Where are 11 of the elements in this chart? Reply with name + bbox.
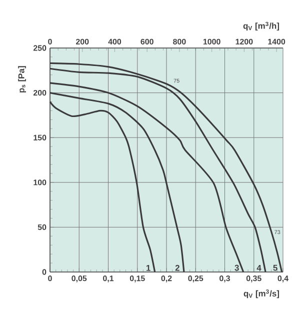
y-axis-title: p$_{s}$ [Pa] [18,66,26,92]
series-label: 5 [273,264,278,271]
line-series [49,100,156,273]
series-label: 2 [175,264,180,271]
series-label: 1 [146,264,150,271]
series-label: 4 [256,264,262,271]
line-series [49,82,244,273]
series-label: 3 [234,264,239,271]
line-series [49,92,185,273]
x-axis-title: q$_{V}$ [m$^{3}$/s] [244,289,279,298]
x2-axis-title: q$_{V}$ [m$^{3}$/h] [243,22,280,31]
